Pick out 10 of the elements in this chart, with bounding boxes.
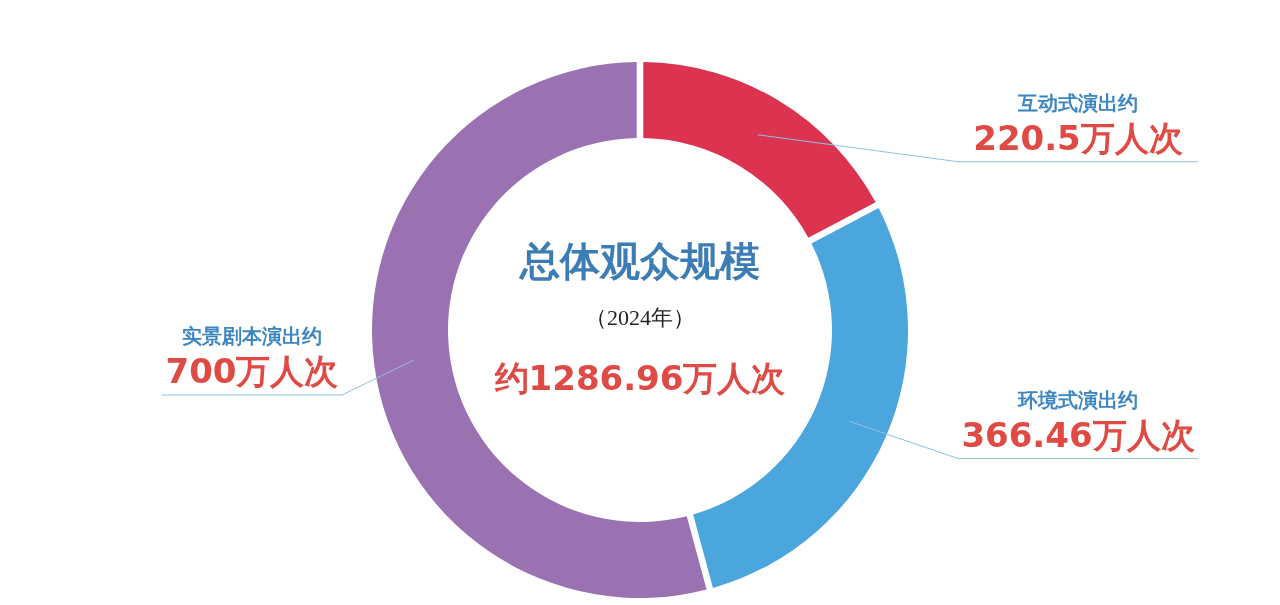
- text: 约1286.96万人次: [493, 358, 786, 398]
- slice-label: 环境式演出约: [1017, 387, 1138, 412]
- text: 总体观众规模: [518, 238, 760, 284]
- data-label: 366.46万人次: [961, 414, 1195, 455]
- data-label: 700万人次: [165, 351, 339, 392]
- slice-label: 互动式演出约: [1017, 90, 1138, 115]
- data-label: 220.5万人次: [973, 117, 1183, 158]
- text: （2024年）: [585, 305, 695, 330]
- donut-slice: [643, 62, 876, 238]
- slice-label: 实景剧本演出约: [182, 324, 322, 349]
